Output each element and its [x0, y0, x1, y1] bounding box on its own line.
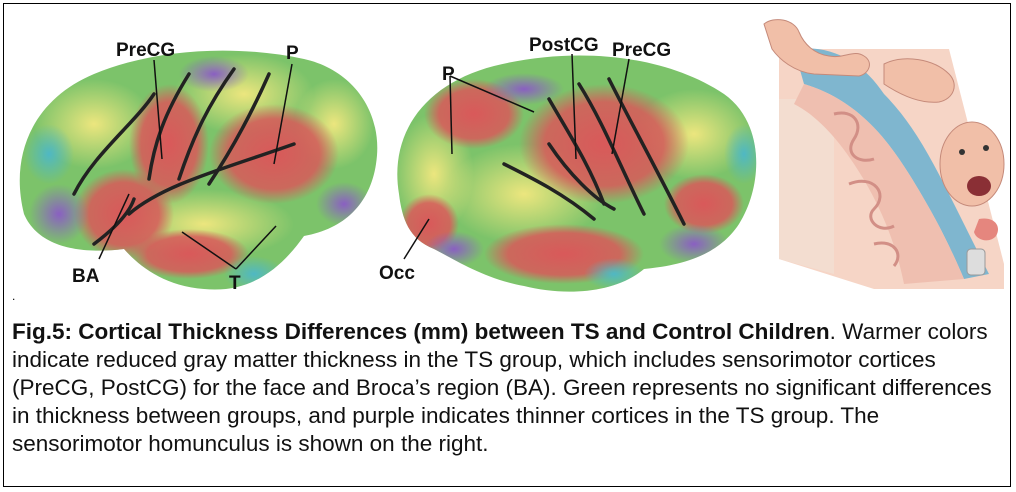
stray-dot: .	[12, 289, 16, 303]
left-brain-map: PreCG P BA T	[19, 40, 378, 294]
label-occ: Occ	[379, 263, 415, 284]
label-postcg: PostCG	[529, 35, 599, 56]
homunculus-illustration	[763, 19, 1005, 289]
caption-body: Warmer colors indicate reduced gray matt…	[12, 319, 992, 456]
label-precg-right: PreCG	[612, 40, 671, 61]
label-t: T	[229, 273, 241, 294]
figure-graphic: PreCG P BA T	[19, 19, 1005, 294]
figure-panel: PreCG P BA T	[4, 4, 1012, 304]
caption-title: Fig.5: Cortical Thickness Differences (m…	[12, 319, 830, 344]
label-precg-left: PreCG	[116, 40, 175, 61]
caption-title-end: .	[829, 319, 836, 344]
right-brain-map: P PostCG PreCG Occ	[379, 35, 757, 292]
figure-frame: PreCG P BA T	[3, 3, 1011, 487]
label-ba: BA	[72, 266, 100, 287]
label-p-right: P	[442, 64, 455, 85]
figure-caption: Fig.5: Cortical Thickness Differences (m…	[12, 318, 1002, 458]
label-p-left: P	[286, 43, 299, 64]
